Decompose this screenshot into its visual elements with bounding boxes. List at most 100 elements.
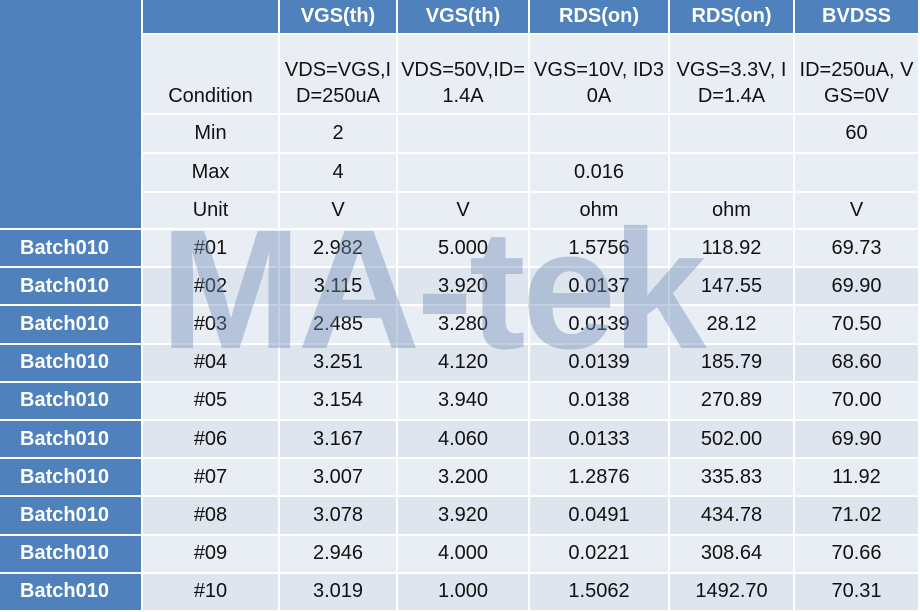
spec-cell: VGS=3.3V, ID=1.4A (670, 35, 795, 115)
spec-cell: VDS=50V,ID=1.4A (398, 35, 530, 115)
data-cell: 69.90 (795, 268, 920, 307)
spec-cell: ohm (530, 193, 670, 230)
data-cell: 118.92 (670, 230, 795, 269)
sample-id: #07 (143, 459, 280, 498)
spec-cell: VGS=10V, ID30A (530, 35, 670, 115)
data-cell: 3.920 (398, 497, 530, 536)
spec-label: Min (143, 115, 280, 154)
corner-cell (0, 0, 143, 230)
data-cell: 1492.70 (670, 573, 795, 612)
data-cell: 70.00 (795, 382, 920, 421)
data-cell: 4.060 (398, 420, 530, 460)
sample-id: #01 (143, 230, 280, 269)
column-header: RDS(on) (670, 0, 795, 35)
data-cell: 5.000 (398, 230, 530, 269)
data-cell: 0.0139 (530, 344, 670, 383)
sample-id: #08 (143, 497, 280, 536)
spec-cell: ID=250uA, VGS=0V (795, 35, 920, 115)
batch-label: Batch010 (0, 382, 143, 421)
spec-label: Condition (143, 35, 280, 115)
data-cell: 70.50 (795, 306, 920, 345)
spec-cell: 60 (795, 115, 920, 154)
data-cell: 1.5062 (530, 573, 670, 612)
spec-cell (398, 115, 530, 154)
data-cell: 0.0137 (530, 268, 670, 307)
column-header: RDS(on) (530, 0, 670, 35)
spec-cell: ohm (670, 193, 795, 230)
data-cell: 3.251 (280, 344, 398, 383)
data-cell: 0.0138 (530, 382, 670, 421)
data-cell: 3.940 (398, 382, 530, 421)
data-cell: 3.920 (398, 268, 530, 307)
spec-cell: 0.016 (530, 154, 670, 193)
data-cell: 2.485 (280, 306, 398, 345)
spec-cell: 4 (280, 154, 398, 193)
data-cell: 147.55 (670, 268, 795, 307)
batch-label: Batch010 (0, 459, 143, 498)
header-spacer (143, 0, 280, 35)
spec-cell (795, 154, 920, 193)
spec-label: Max (143, 154, 280, 193)
spec-cell (670, 115, 795, 154)
data-cell: 1.2876 (530, 459, 670, 498)
batch-label: Batch010 (0, 573, 143, 612)
sample-id: #09 (143, 535, 280, 574)
data-cell: 71.02 (795, 497, 920, 536)
batch-label: Batch010 (0, 497, 143, 536)
data-cell: 28.12 (670, 306, 795, 345)
spec-cell: V (398, 193, 530, 230)
column-header: VGS(th) (398, 0, 530, 35)
data-cell: 3.078 (280, 497, 398, 536)
data-cell: 4.000 (398, 535, 530, 574)
column-header: VGS(th) (280, 0, 398, 35)
data-cell: 70.66 (795, 535, 920, 574)
sample-id: #03 (143, 306, 280, 345)
column-header: BVDSS (795, 0, 920, 35)
data-cell: 0.0133 (530, 420, 670, 460)
spec-cell: V (280, 193, 398, 230)
data-cell: 308.64 (670, 535, 795, 574)
data-cell: 434.78 (670, 497, 795, 536)
data-cell: 1.5756 (530, 230, 670, 269)
spec-cell: VDS=VGS,ID=250uA (280, 35, 398, 115)
data-cell: 1.000 (398, 573, 530, 612)
sample-id: #04 (143, 344, 280, 383)
data-cell: 11.92 (795, 459, 920, 498)
spec-cell (670, 154, 795, 193)
data-cell: 3.115 (280, 268, 398, 307)
data-cell: 335.83 (670, 459, 795, 498)
sample-id: #10 (143, 573, 280, 612)
sample-id: #05 (143, 382, 280, 421)
data-cell: 3.167 (280, 420, 398, 460)
batch-label: Batch010 (0, 268, 143, 307)
batch-label: Batch010 (0, 230, 143, 269)
data-cell: 0.0491 (530, 497, 670, 536)
spec-cell: V (795, 193, 920, 230)
batch-label: Batch010 (0, 535, 143, 574)
data-cell: 3.154 (280, 382, 398, 421)
data-cell: 270.89 (670, 382, 795, 421)
batch-label: Batch010 (0, 306, 143, 345)
data-cell: 2.982 (280, 230, 398, 269)
data-cell: 185.79 (670, 344, 795, 383)
data-cell: 3.280 (398, 306, 530, 345)
data-cell: 3.007 (280, 459, 398, 498)
data-cell: 69.90 (795, 420, 920, 460)
data-cell: 2.946 (280, 535, 398, 574)
spec-cell: 2 (280, 115, 398, 154)
data-cell: 69.73 (795, 230, 920, 269)
data-cell: 0.0139 (530, 306, 670, 345)
sample-id: #02 (143, 268, 280, 307)
batch-label: Batch010 (0, 420, 143, 460)
data-cell: 4.120 (398, 344, 530, 383)
batch-label: Batch010 (0, 344, 143, 383)
spec-label: Unit (143, 193, 280, 230)
spec-cell (398, 154, 530, 193)
spec-cell (530, 115, 670, 154)
data-cell: 70.31 (795, 573, 920, 612)
data-cell: 68.60 (795, 344, 920, 383)
sample-id: #06 (143, 420, 280, 460)
data-cell: 0.0221 (530, 535, 670, 574)
